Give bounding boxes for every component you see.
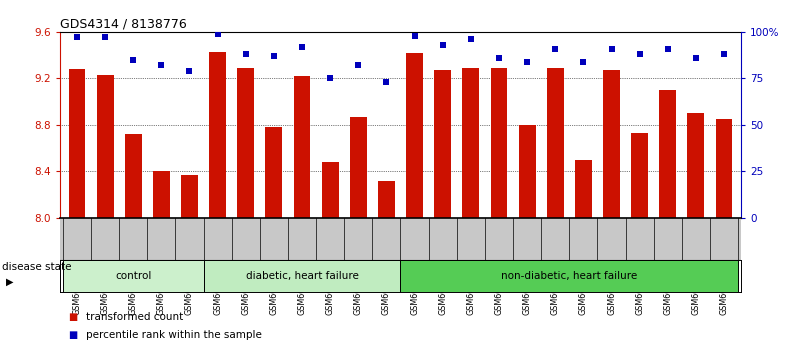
Point	[352, 62, 364, 68]
Point	[296, 44, 308, 50]
Bar	[203, 260, 400, 292]
Point	[634, 51, 646, 57]
Point	[493, 55, 505, 61]
Bar	[434, 70, 451, 218]
Text: ■: ■	[68, 330, 78, 339]
Bar	[181, 175, 198, 218]
Text: disease state: disease state	[2, 262, 72, 272]
Bar	[378, 181, 395, 218]
Text: transformed count: transformed count	[86, 312, 183, 322]
Point	[155, 62, 167, 68]
Point	[465, 36, 477, 42]
Bar	[125, 134, 142, 218]
Bar	[97, 75, 114, 218]
Point	[268, 53, 280, 59]
Bar	[406, 53, 423, 218]
Text: control: control	[115, 271, 151, 281]
Point	[324, 75, 336, 81]
Bar	[603, 70, 620, 218]
Bar	[687, 113, 704, 218]
Bar	[547, 68, 564, 218]
Point	[521, 59, 533, 64]
Text: diabetic, heart failure: diabetic, heart failure	[246, 271, 359, 281]
Point	[409, 33, 421, 39]
Point	[99, 35, 111, 40]
Text: GDS4314 / 8138776: GDS4314 / 8138776	[60, 18, 187, 31]
Bar	[715, 119, 732, 218]
Point	[183, 68, 196, 74]
Point	[211, 31, 224, 36]
Bar	[209, 52, 226, 218]
Bar	[69, 69, 86, 218]
Point	[549, 46, 562, 51]
Bar	[462, 68, 479, 218]
Point	[70, 35, 83, 40]
Point	[239, 51, 252, 57]
Point	[380, 79, 392, 85]
Bar	[294, 76, 311, 218]
Text: percentile rank within the sample: percentile rank within the sample	[86, 330, 262, 339]
Text: ■: ■	[68, 312, 78, 322]
Point	[662, 46, 674, 51]
Text: non-diabetic, heart failure: non-diabetic, heart failure	[501, 271, 638, 281]
Point	[577, 59, 590, 64]
Bar	[153, 171, 170, 218]
Bar	[350, 117, 367, 218]
Bar	[265, 127, 282, 218]
Bar	[400, 260, 738, 292]
Bar	[631, 133, 648, 218]
Bar	[322, 162, 339, 218]
Point	[437, 42, 449, 48]
Point	[127, 57, 139, 63]
Bar	[490, 68, 507, 218]
Point	[690, 55, 702, 61]
Bar	[519, 125, 536, 218]
Point	[605, 46, 618, 51]
Text: ▶: ▶	[6, 276, 14, 286]
Bar	[659, 90, 676, 218]
Bar	[237, 68, 254, 218]
Bar	[63, 260, 203, 292]
Point	[718, 51, 731, 57]
Bar	[575, 160, 592, 218]
